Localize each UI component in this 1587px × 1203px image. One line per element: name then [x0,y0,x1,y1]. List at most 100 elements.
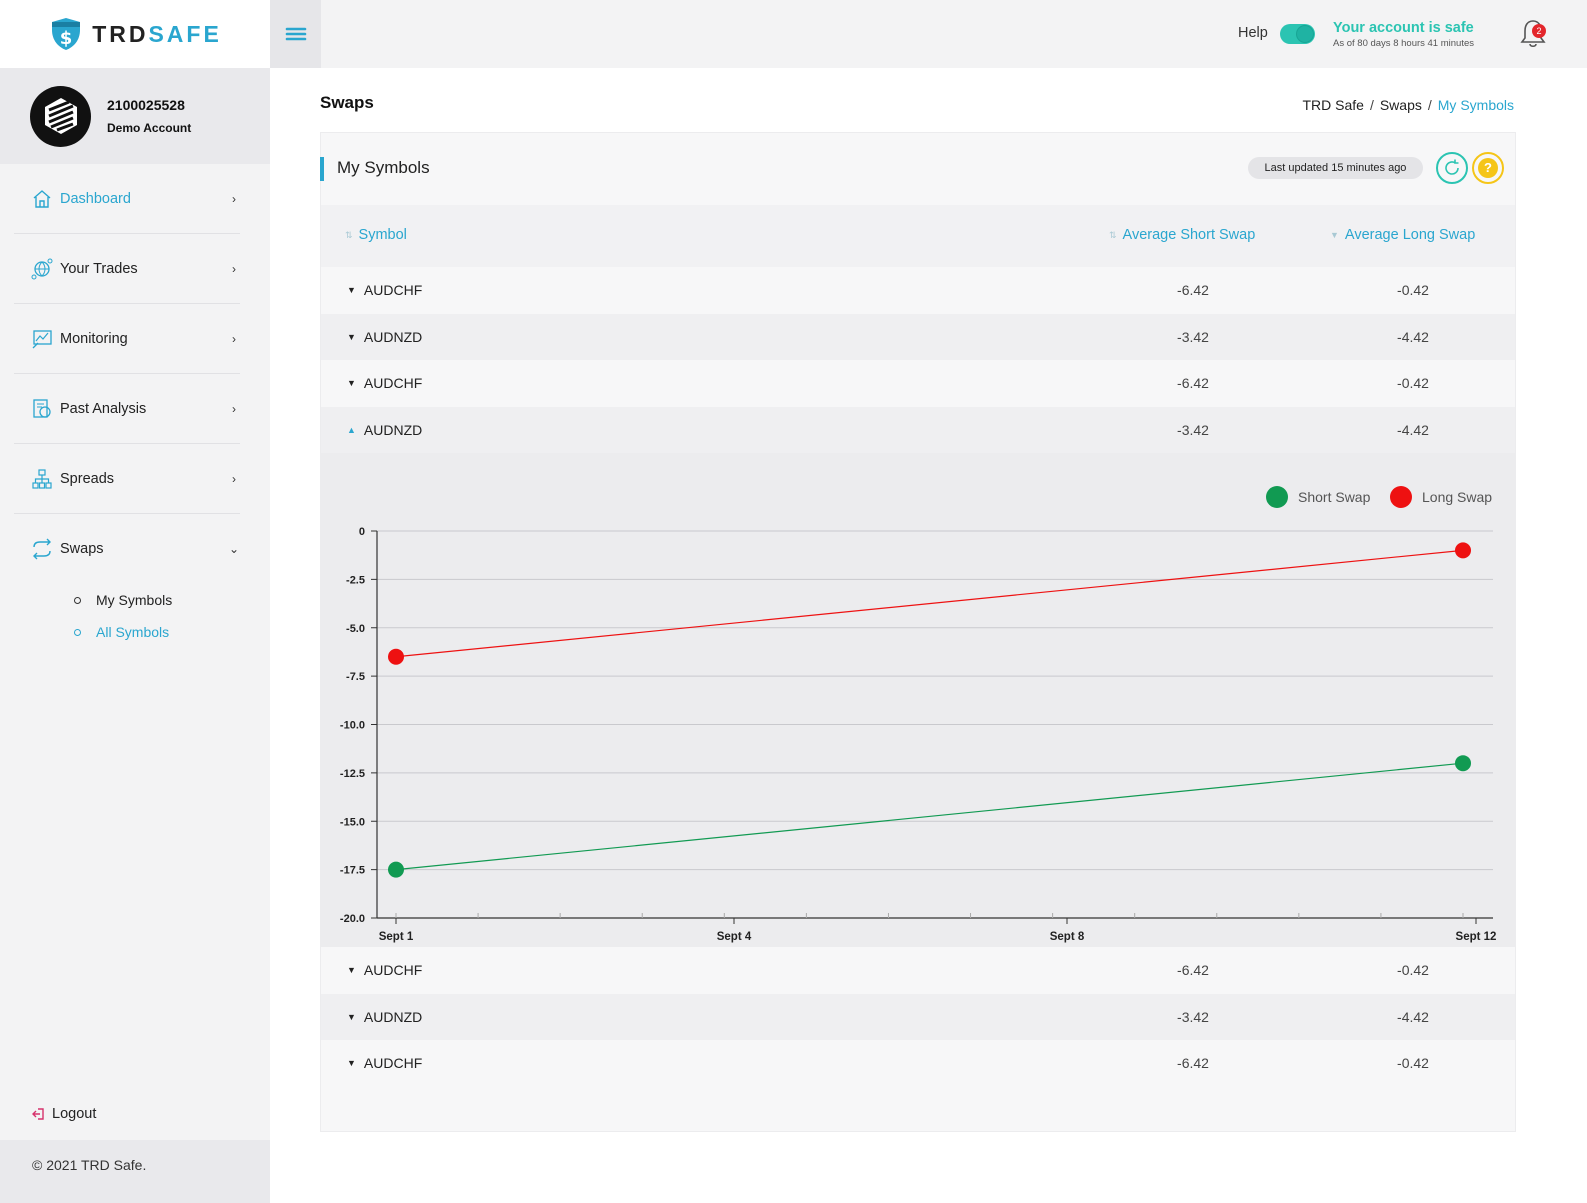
series-line-long-swap [395,549,1464,658]
data-point-short-swap [388,861,404,878]
avatar[interactable] [30,85,91,147]
x-tick-label: Sept 4 [717,931,752,943]
sidebar-item-spreads[interactable]: Spreads › [14,444,240,514]
y-tick-label: -17.5 [340,865,365,877]
chevron-right-icon: › [232,261,236,276]
y-tick-label: 0 [359,526,365,538]
swap-chart: Short Swap Long Swap 0 -2.5 -5.0 -7.5 -10.0 -… [321,453,1515,947]
top-bar: Help Your account is safe As of 80 days … [270,0,1587,68]
symbol-cell: AUDNZD [363,421,423,438]
table-row[interactable]: ▼ AUDCHF -6.42 -0.42 [321,267,1515,314]
hierarchy-icon [30,467,54,491]
brand-logo[interactable]: $ TRDSAFE [0,0,270,68]
swaps-submenu: My Symbols All Symbols [14,584,240,648]
legend-dot-long [1390,486,1412,508]
swap-arrows-icon [30,537,54,561]
table-row[interactable]: ▼ AUDNZD -3.42 -4.42 [321,313,1515,360]
series-line-short-swap [395,762,1464,871]
sort-icon: ⇅ [1109,229,1117,240]
analysis-icon [30,397,54,421]
symbol-cell: AUDCHF [363,375,423,391]
short-swap-cell: -3.42 [1177,328,1209,345]
table-row[interactable]: ▼ AUDCHF -6.42 -0.42 [321,1040,1515,1087]
sidebar-item-label: Monitoring [60,330,128,347]
y-tick-label: -7.5 [346,671,365,683]
caret-down-icon[interactable]: ▼ [347,331,356,342]
column-header-long-swap[interactable]: ▼ Average Long Swap [1330,227,1476,243]
long-swap-cell: -4.42 [1397,421,1429,438]
refresh-button[interactable] [1436,152,1468,184]
long-swap-cell: -0.42 [1397,375,1429,391]
symbol-cell: AUDNZD [363,328,423,345]
chevron-down-icon: ⌄ [228,542,240,556]
caret-down-icon[interactable]: ▼ [347,965,356,975]
data-point-long-swap [388,648,404,665]
notification-badge: 2 [1532,24,1546,38]
caret-down-icon[interactable]: ▼ [347,285,356,295]
sidebar-item-swaps[interactable]: Swaps ⌄ [14,514,240,584]
table-header: ⇅ Symbol ⇅ Average Short Swap ▼ Average … [321,205,1515,267]
x-tick-label: Sept 8 [1050,931,1085,943]
symbol-cell: AUDNZD [363,1008,423,1025]
account-logo-icon [44,98,77,134]
account-status-title: Your account is safe [1333,20,1474,36]
caret-down-icon[interactable]: ▼ [347,1058,356,1068]
logout-icon [32,1108,44,1120]
card-header: My Symbols Last updated 15 minutes ago ? [320,133,1515,205]
sidebar-item-past-analysis[interactable]: Past Analysis › [14,374,240,444]
account-id: 2100025528 [107,97,185,113]
long-swap-cell: -4.42 [1397,1008,1429,1025]
sort-icon: ⇅ [345,229,353,240]
page-title: Swaps [320,93,374,112]
breadcrumb-item[interactable]: TRD Safe [1302,97,1364,113]
long-swap-cell: -0.42 [1397,1055,1429,1071]
y-tick-label: -5.0 [346,623,365,635]
footer-copyright: © 2021 TRD Safe. [0,1140,270,1203]
sidebar-subitem-my-symbols[interactable]: My Symbols [74,584,240,616]
sidebar-subitem-all-symbols[interactable]: All Symbols [74,616,240,648]
short-swap-cell: -3.42 [1177,421,1209,438]
table-row[interactable]: ▼ AUDCHF -6.42 -0.42 [321,360,1515,407]
caret-up-icon[interactable]: ▲ [347,424,356,435]
table-row[interactable]: ▼ AUDNZD -3.42 -4.42 [321,993,1515,1040]
breadcrumb: TRD Safe / Swaps / My Symbols [1302,97,1514,113]
column-header-short-swap[interactable]: ⇅ Average Short Swap [1109,227,1256,243]
column-header-symbol[interactable]: ⇅ Symbol [345,227,407,243]
caret-down-icon[interactable]: ▼ [347,1011,356,1022]
sidebar-item-your-trades[interactable]: Your Trades › [14,234,240,304]
sidebar-subitem-label: My Symbols [96,592,173,608]
chevron-right-icon: › [232,331,236,346]
caret-down-icon[interactable]: ▼ [347,378,356,388]
help-toggle[interactable] [1280,24,1315,44]
short-swap-cell: -6.42 [1177,1055,1209,1071]
long-swap-cell: -4.42 [1397,328,1429,345]
bullet-icon [74,628,81,636]
sidebar-item-monitoring[interactable]: Monitoring › [14,304,240,374]
help-button[interactable]: ? [1472,152,1504,184]
chevron-right-icon: › [232,191,236,206]
symbol-cell: AUDCHF [363,1055,423,1071]
question-icon: ? [1478,158,1498,178]
logout-link[interactable]: Logout [32,1106,96,1122]
menu-toggle-button[interactable] [270,0,321,68]
legend-item-long[interactable]: Long Swap [1390,486,1492,508]
long-swap-cell: -0.42 [1397,962,1429,978]
breadcrumb-item[interactable]: Swaps [1379,97,1422,113]
bell-icon[interactable] [1518,18,1548,50]
house-icon [30,187,54,211]
table-row-expanded[interactable]: ▲ AUDNZD -3.42 -4.42 [321,406,1515,453]
sidebar-item-dashboard[interactable]: Dashboard › [14,164,240,234]
x-tick-label: Sept 12 [1456,931,1497,943]
svg-text:$: $ [60,28,73,49]
sidebar-item-label: Dashboard [60,190,131,207]
legend-item-short[interactable]: Short Swap [1266,486,1370,508]
sidebar-item-label: Your Trades [60,260,138,277]
x-tick-label: Sept 1 [379,931,414,943]
globe-network-icon [30,257,54,281]
long-swap-cell: -0.42 [1397,282,1429,298]
data-point-short-swap [1455,755,1471,772]
chevron-right-icon: › [232,401,236,416]
accent-bar [320,157,324,181]
table-row[interactable]: ▼ AUDCHF -6.42 -0.42 [321,947,1515,994]
y-tick-label: -20.0 [340,913,365,925]
